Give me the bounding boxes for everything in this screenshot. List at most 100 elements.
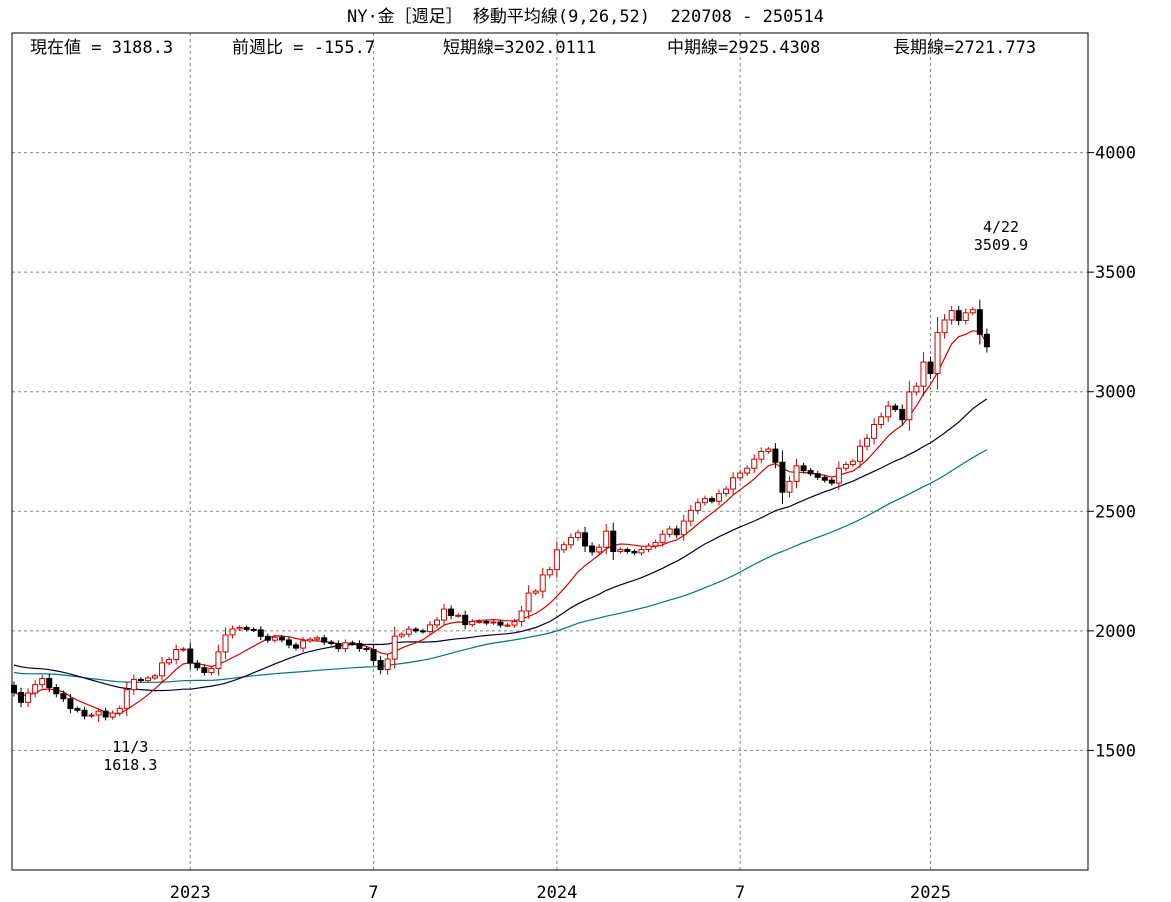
- candle-body: [906, 391, 913, 421]
- candle: [800, 462, 807, 474]
- candle: [293, 642, 299, 651]
- candle-body: [215, 651, 222, 669]
- candle: [173, 644, 180, 665]
- candle-body: [828, 479, 835, 484]
- candle: [448, 605, 455, 620]
- candle: [539, 567, 546, 599]
- candle-body: [645, 545, 652, 551]
- candle-body: [18, 692, 25, 703]
- candle-body: [800, 465, 807, 472]
- candle: [342, 639, 349, 652]
- candle-body: [264, 635, 271, 641]
- candle-body: [208, 667, 215, 673]
- candle-body: [39, 677, 46, 686]
- candle: [74, 706, 81, 713]
- candle: [779, 450, 786, 505]
- candle: [95, 708, 102, 723]
- candle-body: [575, 532, 581, 539]
- candle-body: [441, 608, 448, 621]
- candle: [419, 628, 426, 634]
- candle: [567, 533, 574, 549]
- candle: [532, 589, 539, 596]
- candle-body: [835, 467, 842, 484]
- candle-body: [229, 628, 236, 636]
- x-tick-label: 7: [368, 883, 378, 902]
- mid-ma-label: 中期線=2925.4308: [667, 38, 820, 58]
- candle-body: [469, 621, 476, 626]
- candle: [553, 541, 560, 579]
- candle: [821, 474, 828, 483]
- candle-body: [356, 643, 363, 650]
- candle-body: [821, 476, 828, 481]
- candle-body: [631, 550, 638, 554]
- candle-body: [589, 545, 596, 553]
- candle-body: [81, 709, 88, 717]
- x-tick-label: 2023: [170, 883, 211, 902]
- candle-body: [236, 627, 243, 630]
- candle: [680, 514, 687, 541]
- candle: [575, 529, 581, 541]
- candle-body: [173, 649, 180, 661]
- y-tick-label: 2000: [1095, 622, 1136, 642]
- candle-body: [652, 541, 659, 547]
- candle: [384, 653, 391, 675]
- candle: [222, 627, 229, 660]
- candle-body: [716, 493, 722, 502]
- candle: [271, 634, 278, 643]
- long-ma-line: [13, 449, 988, 683]
- candle: [243, 625, 250, 632]
- candle: [194, 660, 201, 671]
- candle-body: [257, 629, 264, 637]
- candle-body: [807, 470, 814, 475]
- candle: [737, 469, 744, 481]
- candle: [67, 693, 74, 714]
- candle: [405, 625, 412, 638]
- y-axis: 1500 2000 2500 3000 3500 4000: [1088, 144, 1136, 761]
- candle: [878, 412, 885, 429]
- candle: [582, 526, 589, 552]
- candle: [708, 496, 715, 504]
- candle-body: [391, 635, 398, 660]
- candle-body: [497, 621, 504, 626]
- candle: [934, 316, 941, 390]
- candle: [88, 712, 95, 719]
- candle-body: [532, 590, 539, 594]
- candle: [511, 618, 518, 628]
- candle-body: [462, 614, 469, 626]
- candle-body: [751, 458, 758, 469]
- y-tick-label: 2500: [1095, 502, 1136, 522]
- high-value-label: 3509.9: [974, 236, 1028, 254]
- candle: [617, 547, 624, 554]
- candle: [137, 677, 144, 683]
- candle: [391, 626, 398, 669]
- candle: [645, 543, 652, 553]
- candle: [744, 465, 751, 477]
- candle-body: [363, 648, 370, 651]
- candle: [504, 623, 511, 628]
- candle-body: [194, 662, 201, 669]
- candle: [814, 471, 821, 481]
- candle: [694, 498, 701, 515]
- candle-body: [723, 488, 730, 495]
- candle: [116, 705, 123, 717]
- candle-body: [398, 633, 405, 637]
- candle: [250, 627, 257, 633]
- candle: [370, 644, 377, 666]
- candle-body: [159, 662, 166, 677]
- candle-body: [624, 549, 631, 552]
- candle: [229, 625, 236, 639]
- candle: [476, 619, 483, 624]
- candle: [166, 656, 173, 666]
- candle-body: [758, 451, 765, 460]
- candle-body: [786, 480, 793, 493]
- candle: [497, 619, 504, 628]
- grid: [12, 33, 1088, 870]
- candle: [39, 674, 46, 689]
- candle: [920, 352, 927, 397]
- candle: [236, 625, 243, 632]
- candle-body: [180, 648, 187, 651]
- candle-body: [603, 530, 610, 548]
- candle-body: [455, 614, 462, 617]
